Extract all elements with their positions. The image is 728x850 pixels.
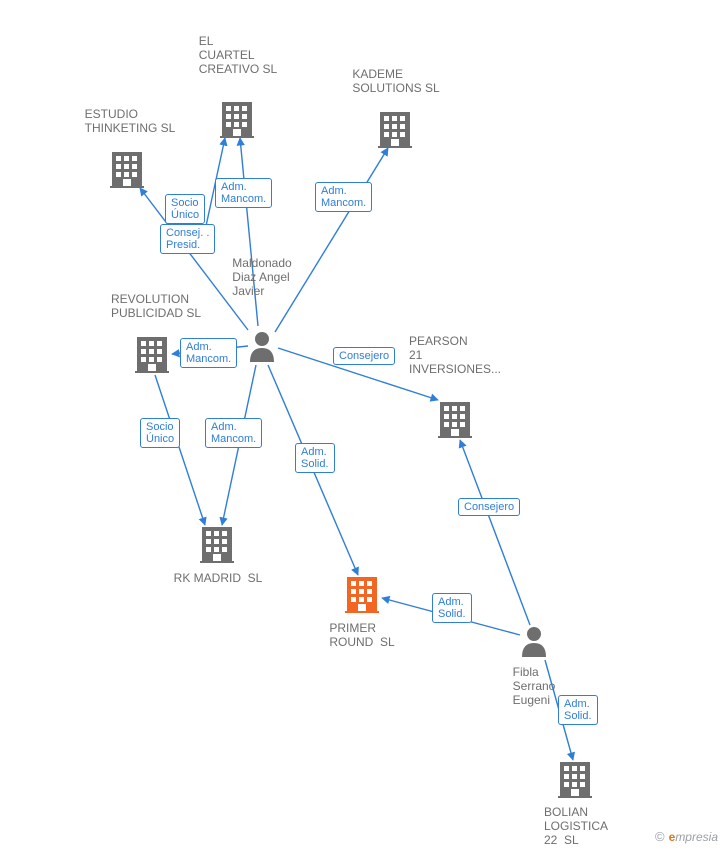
edge-label: Adm. Mancom. [205,418,262,448]
building-icon [438,400,472,438]
diagram-canvas: ESTUDIO THINKETING SL EL CUARTEL CREATIVO… [0,0,728,850]
node-label: RK MADRID SL [174,572,263,586]
node-label: BOLIAN LOGISTICA 22 SL [544,806,608,847]
edge-label: Adm. Solid. [432,593,472,623]
copyright-symbol: © [655,829,665,844]
edge-label: Adm. Mancom. [215,178,272,208]
company-node[interactable] [135,335,169,373]
node-label: Fibla Serrano Eugeni [513,666,556,707]
person-node[interactable] [520,625,548,657]
edge-label: Adm. Solid. [558,695,598,725]
company-node[interactable] [438,400,472,438]
edge-label: Adm. Solid. [295,443,335,473]
person-node[interactable] [248,330,276,362]
building-icon [220,100,254,138]
node-label: PRIMER ROUND SL [329,622,394,650]
node-label: KADEME SOLUTIONS SL [352,68,439,96]
node-label: REVOLUTION PUBLICIDAD SL [111,293,201,321]
edge [275,148,388,332]
edge-label: Socio Único [140,418,180,448]
person-icon [520,625,548,657]
building-icon [378,110,412,148]
node-label: ESTUDIO THINKETING SL [85,108,176,136]
company-node[interactable] [220,100,254,138]
brand-name: empresia [669,830,718,844]
node-label: PEARSON 21 INVERSIONES... [409,335,501,376]
building-icon [135,335,169,373]
edge-label: Adm. Mancom. [180,338,237,368]
edge-label: Adm. Mancom. [315,182,372,212]
footer-attribution: © empresia [655,829,718,844]
edge-label: Consejero [333,347,395,365]
company-node[interactable] [378,110,412,148]
node-label: EL CUARTEL CREATIVO SL [199,35,277,76]
edge-label: Consej. . Presid. [160,224,215,254]
building-icon [558,760,592,798]
building-icon [200,525,234,563]
company-node[interactable] [200,525,234,563]
company-node[interactable] [110,150,144,188]
edge-label: Socio Único [165,194,205,224]
person-icon [248,330,276,362]
building-icon [110,150,144,188]
building-icon [345,575,379,613]
edge-label: Consejero [458,498,520,516]
company-node[interactable] [345,575,379,613]
company-node[interactable] [558,760,592,798]
node-label: Maldonado Diaz Angel Javier [232,257,291,298]
edge [155,375,205,525]
